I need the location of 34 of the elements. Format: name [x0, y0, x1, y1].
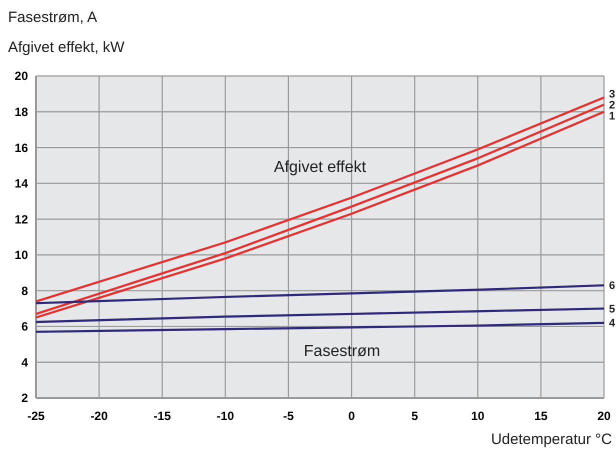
series-label: 6: [609, 280, 616, 292]
series-label: 5: [609, 303, 616, 316]
x-tick-label: -5: [283, 409, 294, 424]
y-tick-label: 2: [21, 391, 28, 406]
x-tick-label: -15: [154, 409, 172, 424]
y-tick-label: 10: [14, 248, 28, 262]
x-tick-label: -25: [27, 409, 45, 424]
line-series: [34, 284, 606, 304]
x-tick-label: -20: [90, 409, 108, 424]
y-tick-label: 20: [14, 69, 28, 84]
y-tick-label: 4: [21, 355, 28, 370]
x-tick-label: -10: [216, 409, 234, 424]
series-label: 3: [609, 88, 616, 100]
x-axis-title: Udetemperatur °C: [490, 431, 612, 448]
x-tick-label: 10: [471, 409, 485, 424]
y-tick-label: 12: [14, 212, 28, 226]
chart-title: Fasestrøm, A: [8, 9, 98, 26]
series-label: 4: [609, 318, 616, 330]
line-series: [34, 322, 606, 333]
y-tick-label: 6: [21, 320, 28, 334]
x-tick-label: 15: [534, 409, 548, 424]
x-tick-label: 20: [597, 409, 611, 424]
series-label: 1: [609, 110, 616, 123]
annotation: Fasestrøm: [304, 343, 380, 360]
line-series: [34, 307, 606, 324]
y-axis-title: Afgivet effekt, kW: [8, 39, 126, 56]
annotation: Afgivet effekt: [274, 159, 367, 176]
series-label: 2: [609, 99, 616, 112]
y-tick-label: 18: [14, 104, 28, 119]
y-tick-label: 8: [21, 284, 28, 298]
x-tick-label: 0: [348, 409, 356, 424]
y-tick-label: 16: [14, 140, 28, 155]
y-tick-label: 14: [14, 176, 28, 191]
x-tick-label: 5: [411, 409, 418, 424]
